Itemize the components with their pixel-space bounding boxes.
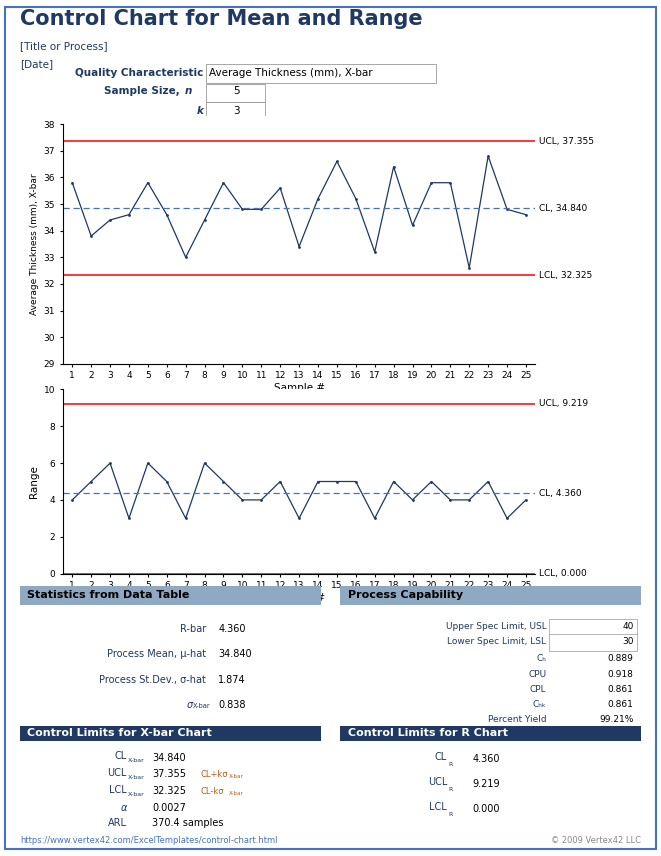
Text: Control Limits for R Chart: Control Limits for R Chart xyxy=(348,728,508,739)
Text: 0.000: 0.000 xyxy=(473,805,500,814)
Text: 0.861: 0.861 xyxy=(607,685,634,693)
Text: X-bar: X-bar xyxy=(229,774,244,779)
Text: 370.4 samples: 370.4 samples xyxy=(152,818,223,829)
FancyBboxPatch shape xyxy=(206,63,436,83)
Text: 40: 40 xyxy=(622,621,634,631)
Text: Process Capability: Process Capability xyxy=(348,591,463,600)
Text: CPL: CPL xyxy=(530,685,547,693)
Text: ARL: ARL xyxy=(108,818,127,829)
X-axis label: Sample #: Sample # xyxy=(274,383,325,393)
Text: Sample Size,: Sample Size, xyxy=(104,86,183,97)
Text: LCL, 32.325: LCL, 32.325 xyxy=(539,270,592,280)
Text: 1.874: 1.874 xyxy=(218,675,246,685)
Text: 4.360: 4.360 xyxy=(473,754,500,764)
Text: 0.889: 0.889 xyxy=(607,654,634,663)
Text: Cₕₖ: Cₕₖ xyxy=(533,700,547,709)
Text: 37.355: 37.355 xyxy=(152,770,186,780)
Text: UCL, 37.355: UCL, 37.355 xyxy=(539,137,594,146)
Text: [Date]: [Date] xyxy=(20,58,53,68)
Text: 4.360: 4.360 xyxy=(218,624,246,633)
Text: Percent Yield: Percent Yield xyxy=(488,715,547,724)
Text: X-bar: X-bar xyxy=(128,758,144,764)
Text: σ: σ xyxy=(187,700,193,710)
Text: X-bar: X-bar xyxy=(229,791,244,796)
Text: https://www.vertex42.com/ExcelTemplates/control-chart.html: https://www.vertex42.com/ExcelTemplates/… xyxy=(20,835,278,845)
Text: n: n xyxy=(184,86,192,97)
Text: 34.840: 34.840 xyxy=(152,752,186,763)
Text: LCL: LCL xyxy=(430,802,447,812)
Text: 0.0027: 0.0027 xyxy=(152,803,186,813)
FancyBboxPatch shape xyxy=(340,726,641,740)
Text: CL, 34.840: CL, 34.840 xyxy=(539,204,587,213)
Text: UCL: UCL xyxy=(107,768,127,778)
Text: k: k xyxy=(196,106,203,116)
Text: © 2009 Vertex42 LLC: © 2009 Vertex42 LLC xyxy=(551,835,641,845)
Text: Average Thickness (mm), X-bar: Average Thickness (mm), X-bar xyxy=(210,68,373,78)
Text: 32.325: 32.325 xyxy=(152,786,186,796)
Text: Quality Characteristic: Quality Characteristic xyxy=(75,68,203,78)
Text: X-bar: X-bar xyxy=(193,704,210,710)
Text: 34.840: 34.840 xyxy=(218,650,252,659)
Text: R: R xyxy=(448,762,452,767)
Y-axis label: Average Thickness (mm), X-bar: Average Thickness (mm), X-bar xyxy=(30,173,40,315)
Text: UCL, 9.219: UCL, 9.219 xyxy=(539,400,588,408)
X-axis label: Sample #: Sample # xyxy=(274,593,325,603)
Text: α: α xyxy=(120,803,127,813)
FancyBboxPatch shape xyxy=(20,726,321,740)
Text: 9.219: 9.219 xyxy=(473,779,500,789)
Text: 0.918: 0.918 xyxy=(607,670,634,679)
Text: CL+kσ: CL+kσ xyxy=(200,770,228,779)
Text: Statistics from Data Table: Statistics from Data Table xyxy=(27,591,190,600)
Text: Control Limits for X-bar Chart: Control Limits for X-bar Chart xyxy=(27,728,212,739)
Text: CL-kσ: CL-kσ xyxy=(200,787,224,796)
Text: [Title or Process]: [Title or Process] xyxy=(20,41,108,51)
Text: 3: 3 xyxy=(233,106,239,116)
Text: 0.838: 0.838 xyxy=(218,700,246,710)
Text: R: R xyxy=(448,787,452,792)
Text: Process St.Dev., σ-hat: Process St.Dev., σ-hat xyxy=(99,675,206,685)
FancyBboxPatch shape xyxy=(549,619,637,635)
Text: 0.861: 0.861 xyxy=(607,700,634,709)
Text: X-bar: X-bar xyxy=(128,792,144,797)
Text: LCL: LCL xyxy=(109,785,127,794)
FancyBboxPatch shape xyxy=(549,634,637,651)
FancyBboxPatch shape xyxy=(340,586,641,605)
Y-axis label: Range: Range xyxy=(30,465,40,498)
Text: X-bar: X-bar xyxy=(128,776,144,780)
FancyBboxPatch shape xyxy=(206,84,265,102)
Text: CL: CL xyxy=(435,752,447,762)
FancyBboxPatch shape xyxy=(206,102,265,116)
Text: Cₕ: Cₕ xyxy=(537,654,547,663)
FancyBboxPatch shape xyxy=(20,586,321,605)
Text: Process Mean, μ-hat: Process Mean, μ-hat xyxy=(107,650,206,659)
Text: 30: 30 xyxy=(622,638,634,646)
Text: 5: 5 xyxy=(233,86,239,97)
Text: R-bar: R-bar xyxy=(180,624,206,633)
Text: CL, 4.360: CL, 4.360 xyxy=(539,489,581,498)
Text: LCL, 0.000: LCL, 0.000 xyxy=(539,569,586,578)
Text: Upper Spec Limit, USL: Upper Spec Limit, USL xyxy=(446,621,547,631)
Text: Control Chart for Mean and Range: Control Chart for Mean and Range xyxy=(20,9,422,28)
Text: UCL: UCL xyxy=(428,777,447,788)
Text: Lower Spec Limit, LSL: Lower Spec Limit, LSL xyxy=(447,638,547,646)
Text: R: R xyxy=(448,811,452,817)
Text: CL: CL xyxy=(114,752,127,761)
Text: 99.21%: 99.21% xyxy=(600,715,634,724)
Text: CPU: CPU xyxy=(528,670,547,679)
